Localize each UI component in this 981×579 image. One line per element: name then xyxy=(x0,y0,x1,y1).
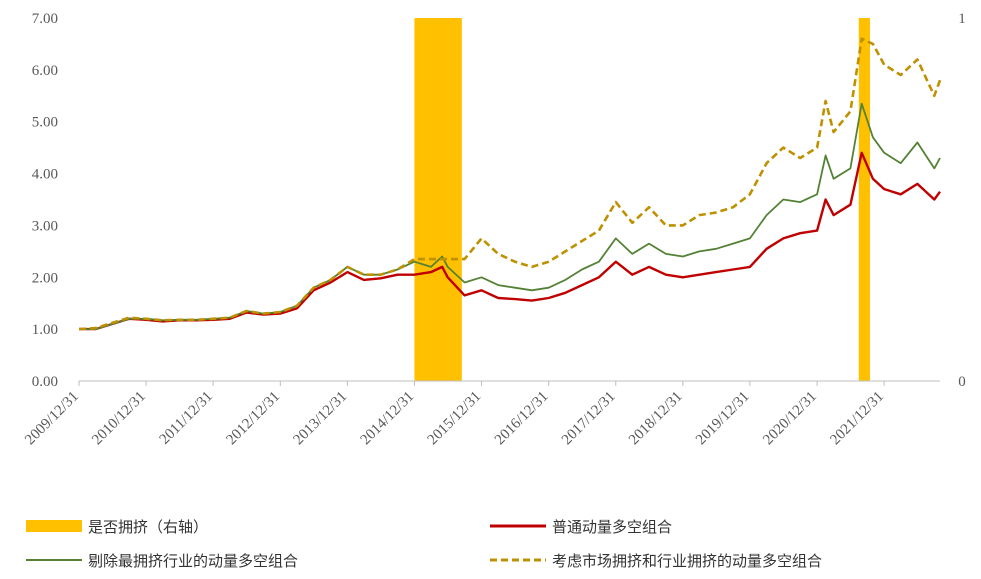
legend-swatch-bar xyxy=(26,520,82,532)
x-tick-label: 2018/12/31 xyxy=(626,389,686,449)
x-tick-label: 2011/12/31 xyxy=(157,389,216,448)
x-tick-label: 2016/12/31 xyxy=(492,389,552,449)
y-left-tick-label: 2.00 xyxy=(32,270,58,286)
legend-item-normal: 普通动量多空组合 xyxy=(490,514,672,538)
crowded-period-bars xyxy=(414,18,871,381)
x-tick-label: 2014/12/31 xyxy=(358,389,418,449)
y-left-tick-label: 1.00 xyxy=(32,322,58,338)
y-left-tick-label: 3.00 xyxy=(32,218,58,234)
series-line-3 xyxy=(78,37,942,331)
x-tick-label: 2012/12/31 xyxy=(224,389,284,449)
series-lines xyxy=(78,37,942,331)
y-right-tick-label: 0 xyxy=(958,374,966,390)
line-chart: 2009/12/31 2010/12/31 2011/12/31 2012/12/31… xyxy=(22,11,966,448)
legend-item-crowded: 是否拥挤（右轴） xyxy=(26,514,208,538)
legend-swatch-solid xyxy=(490,524,546,528)
y-left-tick-label: 5.00 xyxy=(32,115,58,131)
x-tick-label: 2021/12/31 xyxy=(827,389,887,449)
legend-label: 考虑市场拥挤和行业拥挤的动量多空组合 xyxy=(552,551,823,570)
x-tick-label: 2017/12/31 xyxy=(559,389,619,449)
legend-label: 普通动量多空组合 xyxy=(552,517,673,536)
x-tick-label: 2020/12/31 xyxy=(760,389,820,449)
y-left-tick-label: 0.00 xyxy=(32,374,58,390)
y-left-tick-label: 6.00 xyxy=(32,63,58,79)
legend-swatch-solid xyxy=(26,559,82,561)
y-left-tick-label: 4.00 xyxy=(32,167,58,183)
y-right-tick-label: 1 xyxy=(958,11,966,27)
tick-labels: 2009/12/31 2010/12/31 2011/12/31 2012/12/31… xyxy=(22,11,966,448)
legend-item-excluded: 剔除最拥挤行业的动量多空组合 xyxy=(26,548,298,572)
y-left-tick-label: 7.00 xyxy=(32,11,58,27)
legend-swatch-bar-rect xyxy=(26,520,82,532)
x-tick-label: 2019/12/31 xyxy=(693,389,753,449)
series-line-1 xyxy=(79,151,941,331)
legend-item-market-industry: 考虑市场拥挤和行业拥挤的动量多空组合 xyxy=(490,548,822,572)
x-tick-label: 2009/12/31 xyxy=(22,389,82,449)
crowded-period-bar xyxy=(414,18,462,381)
legend: 是否拥挤（右轴） 普通动量多空组合 剔除最拥挤行业的动量多空组合 考虑市场拥挤和… xyxy=(0,500,981,579)
series-line-2 xyxy=(79,102,941,330)
axes xyxy=(78,380,940,386)
legend-label: 剔除最拥挤行业的动量多空组合 xyxy=(88,551,299,570)
legend-swatch-dashed xyxy=(490,558,546,562)
x-tick-label: 2010/12/31 xyxy=(89,389,149,449)
x-tick-label: 2013/12/31 xyxy=(291,389,351,449)
legend-label: 是否拥挤（右轴） xyxy=(88,517,209,536)
x-tick-label: 2015/12/31 xyxy=(425,389,485,449)
crowded-period-bar xyxy=(858,18,871,381)
